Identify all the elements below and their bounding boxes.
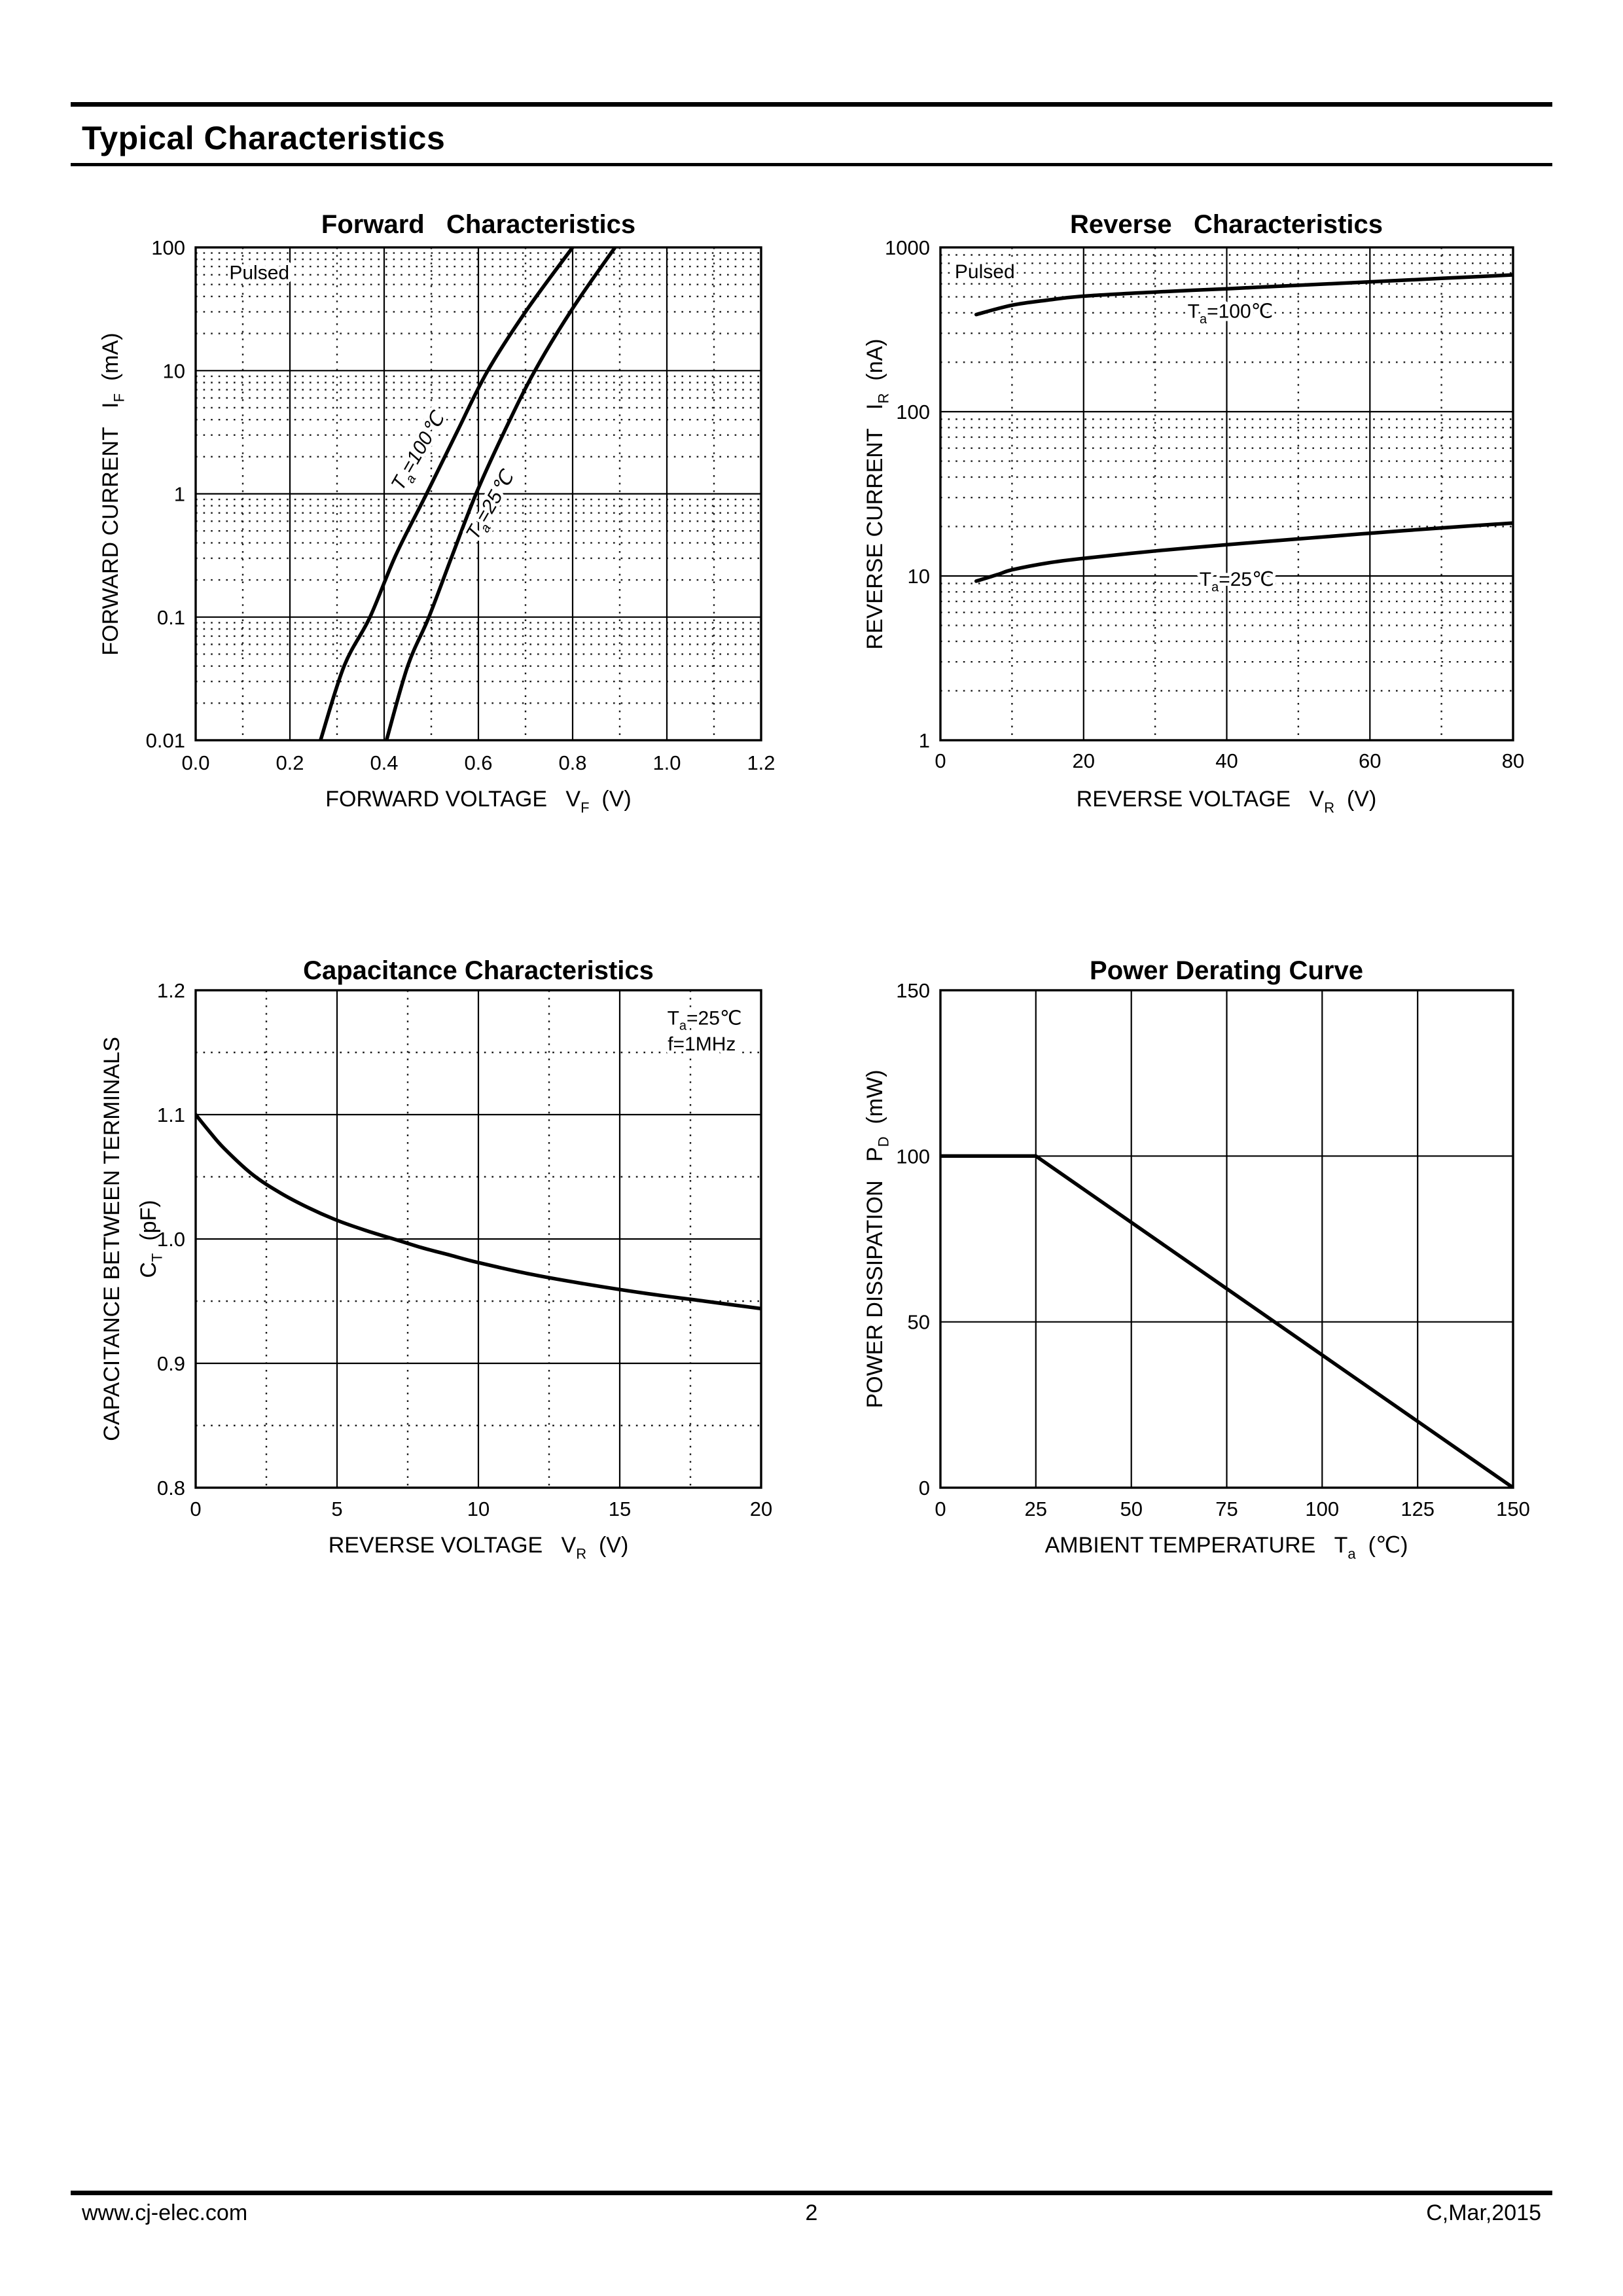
forward-y-tick-1: 1 [174,483,185,506]
reverse-x-tick-0: 0 [935,749,946,772]
reverse-annotation-2: Ta=100℃ [1188,301,1274,327]
reverse-series-1 [974,273,1513,317]
capacitance-y-tick-1.1: 1.1 [157,1103,185,1126]
forward-annotation-2: Ta=100℃ [387,407,454,496]
capacitance-y-tick-1.0: 1.0 [157,1228,185,1251]
capacitance-series-group [196,1113,761,1311]
reverse-minor-grid [940,247,1513,740]
capacitance-x-tick-5: 5 [331,1498,342,1520]
capacitance-x-tick-15: 15 [609,1498,631,1520]
power-y-axis-title: POWER DISSIPATION PD (mW) [863,1069,892,1408]
forward-major-grid [196,247,761,740]
forward-y-tick-10: 10 [163,359,185,382]
power-chart: 150 100 50 00 25 50 75 100 125 150 Power Derating … [863,956,1530,1562]
forward-y-axis-title: FORWARD CURRENT IF (mA) [98,332,128,655]
power-x-tick-150: 150 [1496,1498,1530,1520]
forward-x-tick-0.8: 0.8 [558,751,586,774]
footer-rule [71,2191,1552,2195]
forward-y-tick-0.1: 0.1 [157,606,185,629]
reverse-series-group [974,273,1513,583]
reverse-y-axis-title: REVERSE CURRENT IR (nA) [863,339,892,650]
capacitance-major-grid [196,990,761,1488]
reverse-annotation-1: Pulsed [955,261,1015,283]
capacitance-x-tick-10: 10 [467,1498,490,1520]
header-rule-top [71,102,1552,107]
power-x-tick-0: 0 [935,1498,946,1520]
reverse-y-tick-1000: 1000 [885,236,930,259]
power-x-tick-125: 125 [1400,1498,1435,1520]
reverse-x-axis-title: REVERSE VOLTAGE VR (V) [1077,787,1377,816]
forward-series-1 [319,247,575,740]
forward-series-2 [384,247,617,740]
power-series-group [940,1154,1513,1488]
forward-x-tick-0.2: 0.2 [276,751,304,774]
reverse-x-tick-20: 20 [1073,749,1095,772]
capacitance-x-axis-title: REVERSE VOLTAGE VR (V) [329,1533,629,1562]
power-x-tick-50: 50 [1120,1498,1142,1520]
reverse-chart: Pulsed Ta=100℃ Ta=25℃ 1000 100 10 10 20 40 60 80 Re… [863,210,1524,816]
reverse-plot-border [939,246,1514,742]
power-plot-border [939,989,1514,1489]
reverse-x-tick-60: 60 [1359,749,1381,772]
forward-y-tick-100: 100 [151,236,185,259]
power-series-1 [940,1154,1513,1488]
page-title: Typical Characteristics [82,120,446,156]
reverse-y-tick-1: 1 [919,729,930,752]
capacitance-minor-grid [196,990,761,1488]
reverse-x-tick-80: 80 [1502,749,1524,772]
power-y-tick-50: 50 [908,1311,930,1334]
footer-website: www.cj-elec.com [82,2200,248,2225]
capacitance-y-tick-1.2: 1.2 [157,979,185,1002]
forward-annotation-1: Pulsed [229,262,289,283]
forward-y-tick-0.01: 0.01 [146,729,185,752]
capacitance-annotation-2: f=1MHz [668,1033,736,1055]
power-title: Power Derating Curve [1090,956,1363,985]
power-x-tick-25: 25 [1025,1498,1047,1520]
capacitance-series-1 [196,1113,761,1311]
capacitance-y-tick-0.9: 0.9 [157,1352,185,1375]
reverse-x-tick-40: 40 [1215,749,1238,772]
forward-title: Forward Characteristics [321,210,635,239]
forward-x-tick-1.0: 1.0 [652,751,681,774]
reverse-annotation-3: Ta=25℃ [1200,569,1274,594]
capacitance-y-axis-title-line2: CT (pF) [136,1200,166,1278]
footer-revision: C,Mar,2015 [1426,2200,1541,2225]
capacitance-y-axis-title-line1: CAPACITANCE BETWEEN TERMINALS [99,1037,124,1441]
forward-x-tick-0.4: 0.4 [370,751,398,774]
footer-page-number: 2 [805,2200,818,2225]
power-y-tick-100: 100 [896,1145,930,1168]
reverse-series-2 [974,521,1513,583]
power-x-tick-100: 100 [1305,1498,1339,1520]
capacitance-chart: Ta=25℃f=1MHz 1.2 1.1 1.0 0.9 0.80 5 10 15 20 Capac… [99,956,772,1562]
capacitance-title: Capacitance Characteristics [303,956,654,985]
header-rule-bottom [71,163,1552,166]
capacitance-y-tick-0.8: 0.8 [157,1477,185,1499]
power-y-tick-150: 150 [896,979,930,1002]
forward-x-tick-0.6: 0.6 [464,751,492,774]
power-x-tick-75: 75 [1215,1498,1238,1520]
forward-x-axis-title: FORWARD VOLTAGE VF (V) [325,787,631,816]
power-major-grid [940,990,1513,1488]
reverse-y-tick-10: 10 [908,565,930,588]
power-x-axis-title: AMBIENT TEMPERATURE Ta (℃) [1045,1533,1408,1562]
capacitance-plot-border [194,989,762,1489]
power-y-tick-0: 0 [919,1477,930,1499]
reverse-title: Reverse Characteristics [1070,210,1383,239]
forward-x-tick-1.2: 1.2 [747,751,775,774]
forward-plot-border [194,246,762,742]
capacitance-x-tick-20: 20 [750,1498,772,1520]
reverse-major-grid [940,247,1513,740]
forward-series-group [319,247,617,740]
capacitance-x-tick-0: 0 [190,1498,201,1520]
forward-x-tick-0.0: 0.0 [181,751,209,774]
capacitance-annotation-1: Ta=25℃ [668,1007,742,1033]
reverse-y-tick-100: 100 [896,401,930,423]
